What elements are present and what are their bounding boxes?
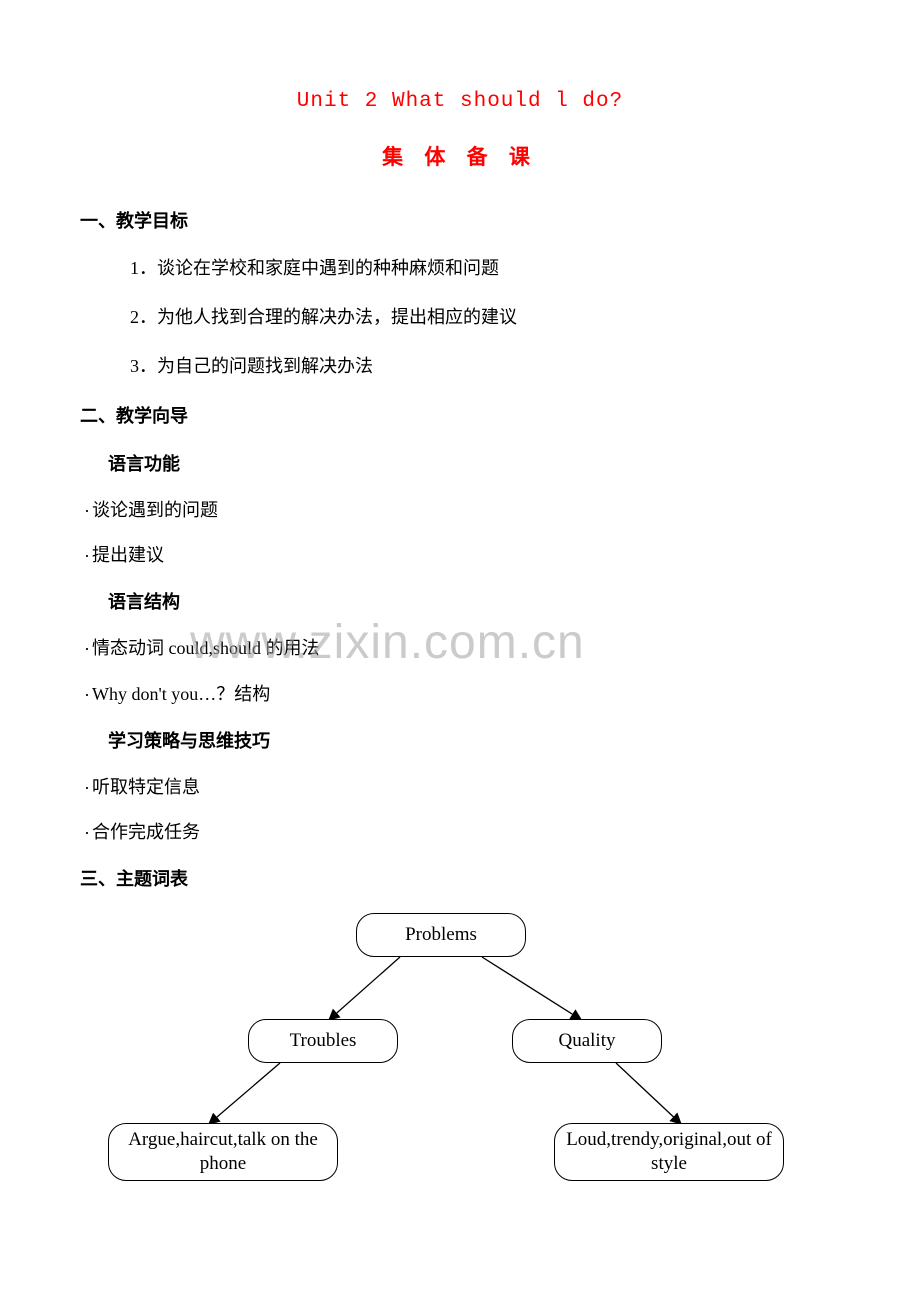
subtitle: 集 体 备 课: [80, 141, 840, 171]
bullet-dot: ·: [84, 777, 90, 797]
node-label: Troubles: [290, 1029, 357, 1053]
bullet-item: ·合作完成任务: [84, 820, 840, 845]
node-label: Loud,trendy,original,out of style: [565, 1128, 773, 1176]
section1-item: 3．为自己的问题找到解决办法: [130, 353, 840, 380]
bullet-text: 谈论遇到的问题: [92, 500, 218, 520]
unit-title: Unit 2 What should l do?: [80, 90, 840, 113]
bullet-item: ·听取特定信息: [84, 775, 840, 800]
bullet-text: Why don't you…？结构: [92, 684, 270, 704]
node-label: Quality: [559, 1029, 616, 1053]
diagram-node-ll: Argue,haircut,talk on the phone: [108, 1123, 338, 1181]
diagram-node-right: Quality: [512, 1019, 662, 1063]
bullet-text: 提出建议: [92, 545, 164, 565]
bullet-dot: ·: [84, 638, 90, 658]
bullet-text: 合作完成任务: [92, 822, 200, 842]
diagram-node-root: Problems: [356, 913, 526, 957]
diagram-node-rr: Loud,trendy,original,out of style: [554, 1123, 784, 1181]
bullet-item: ·Why don't you…？结构: [84, 682, 840, 707]
node-label: Argue,haircut,talk on the phone: [119, 1128, 327, 1176]
bullet-dot: ·: [84, 822, 90, 842]
subgroup-heading: 语言结构: [108, 588, 840, 614]
section2-heading: 二、教学向导: [80, 402, 840, 428]
section1-item: 1．谈论在学校和家庭中遇到的种种麻烦和问题: [130, 255, 840, 282]
bullet-text: 情态动词 could,should 的用法: [92, 638, 320, 658]
bullet-dot: ·: [84, 684, 90, 704]
bullet-item: ·提出建议: [84, 543, 840, 568]
bullet-dot: ·: [84, 545, 90, 565]
bullet-text: 听取特定信息: [92, 777, 200, 797]
diagram-node-left: Troubles: [248, 1019, 398, 1063]
section1-item: 2．为他人找到合理的解决办法，提出相应的建议: [130, 304, 840, 331]
bullet-item: ·谈论遇到的问题: [84, 498, 840, 523]
bullet-item: ·情态动词 could,should 的用法: [84, 636, 840, 661]
bullet-dot: ·: [84, 500, 90, 520]
subgroup-heading: 学习策略与思维技巧: [108, 727, 840, 753]
node-label: Problems: [405, 923, 477, 947]
subgroup-heading: 语言功能: [108, 450, 840, 476]
diagram-area: Problems Troubles Quality Argue,haircut,…: [80, 913, 840, 1193]
section1-heading: 一、教学目标: [80, 207, 840, 233]
section3-heading: 三、主题词表: [80, 865, 840, 891]
